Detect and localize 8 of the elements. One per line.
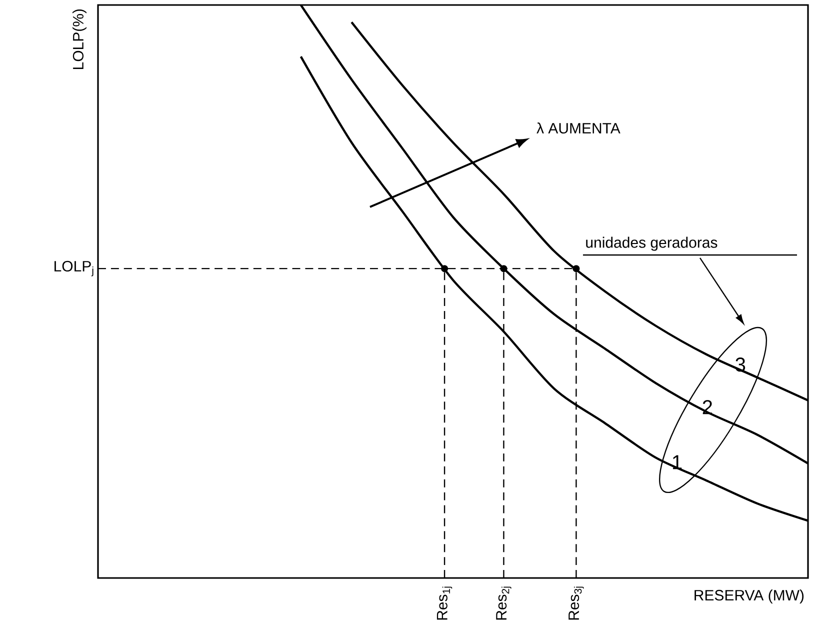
x-axis-title: RESERVA (MW) <box>694 590 804 604</box>
text: Res$_{1j}$ <box>436 586 452 620</box>
annotation: λ AUMENTA <box>536 122 620 134</box>
y-axis-title: LOLP(%) <box>72 9 86 69</box>
text: Res$_{3j}$ <box>568 586 584 620</box>
ref-line-label: LOLP$_{j}$ <box>54 260 94 276</box>
text: Res$_{2j}$ <box>496 586 512 620</box>
annotation: unidades geradoras <box>586 236 718 251</box>
